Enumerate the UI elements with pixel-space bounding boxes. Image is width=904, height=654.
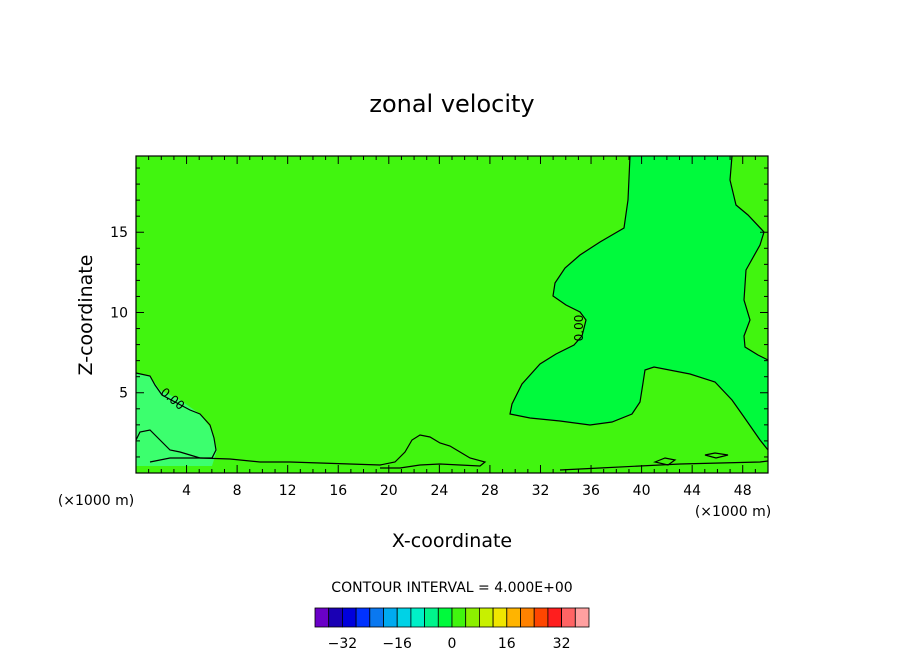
x-unit-label-right: (×1000 m) bbox=[695, 504, 771, 520]
y-axis: 5 10 15 bbox=[110, 167, 768, 458]
colorbar-tick-label: 0 bbox=[448, 636, 457, 652]
colorbar-swatch bbox=[437, 607, 453, 628]
x-tick-label: 32 bbox=[532, 483, 550, 499]
colorbar-swatch bbox=[341, 607, 357, 628]
contour-lines bbox=[135, 155, 769, 471]
colorbar-swatch bbox=[424, 607, 439, 628]
colorbar-swatch bbox=[383, 607, 398, 628]
x-tick-label: 40 bbox=[633, 483, 651, 499]
y-tick-label: 10 bbox=[110, 305, 128, 321]
colorbar-tick-label: −32 bbox=[328, 636, 358, 652]
y-tick-label: 5 bbox=[119, 386, 128, 402]
colorbar-swatch bbox=[547, 607, 563, 628]
x-axis-label: X-coordinate bbox=[392, 530, 512, 552]
x-tick-label: 12 bbox=[279, 483, 297, 499]
colorbar-swatch bbox=[533, 607, 549, 628]
y-tick-label: 15 bbox=[110, 225, 128, 241]
contour-line-small-a bbox=[652, 457, 677, 466]
colorbar-labels: −32 −16 0 16 32 bbox=[328, 636, 571, 652]
colorbar-swatch bbox=[355, 607, 371, 628]
contour-line-bottom bbox=[149, 434, 487, 469]
x-tick-label: 36 bbox=[582, 483, 600, 499]
positive-core-region bbox=[510, 156, 768, 450]
colorbar-swatch bbox=[478, 607, 494, 628]
contour-line-bottom-right bbox=[559, 460, 769, 471]
x-tick-label: 4 bbox=[182, 483, 191, 499]
colorbar-swatch bbox=[314, 607, 330, 628]
colorbar-tick-label: 32 bbox=[553, 636, 571, 652]
chart-title: zonal velocity bbox=[369, 90, 534, 118]
colorbar-swatch bbox=[451, 607, 467, 628]
colorbar-swatch bbox=[492, 607, 508, 628]
x-tick-label: 24 bbox=[430, 483, 448, 499]
colorbar-swatch bbox=[410, 607, 425, 628]
y-axis-label: Z-coordinate bbox=[75, 255, 97, 376]
x-tick-label: 28 bbox=[481, 483, 499, 499]
x-tick-label: 8 bbox=[233, 483, 242, 499]
x-unit-label-left: (×1000 m) bbox=[58, 493, 134, 509]
colorbar-swatch bbox=[520, 607, 535, 628]
contour-line-right-edge bbox=[729, 155, 769, 361]
colorbar-swatch bbox=[465, 607, 480, 628]
colorbar-tick-label: 16 bbox=[498, 636, 516, 652]
colorbar-swatch bbox=[561, 607, 576, 628]
colorbar-tick-label: −16 bbox=[382, 636, 412, 652]
contour-label-core: 0.00 bbox=[572, 315, 586, 342]
colorbar-swatch bbox=[369, 607, 384, 628]
contour-line-left bbox=[135, 372, 217, 459]
x-tick-label: 44 bbox=[683, 483, 701, 499]
colorbar-swatch bbox=[328, 607, 343, 628]
x-tick-label: 48 bbox=[734, 483, 752, 499]
x-tick-label: 16 bbox=[329, 483, 347, 499]
x-tick-label: 20 bbox=[380, 483, 398, 499]
colorbar-swatch bbox=[506, 607, 521, 628]
x-axis: 4 8 12 16 20 24 28 32 36 40 44 48 bbox=[148, 156, 756, 499]
left-positive-region bbox=[136, 373, 217, 466]
colorbar-swatch bbox=[574, 607, 590, 628]
contour-interval-text: CONTOUR INTERVAL = 4.000E+00 bbox=[331, 580, 572, 596]
contour-line-core bbox=[509, 155, 769, 451]
colorbar-swatch bbox=[396, 607, 412, 628]
contour-line-small-b bbox=[704, 452, 729, 459]
colorbar bbox=[314, 607, 590, 628]
